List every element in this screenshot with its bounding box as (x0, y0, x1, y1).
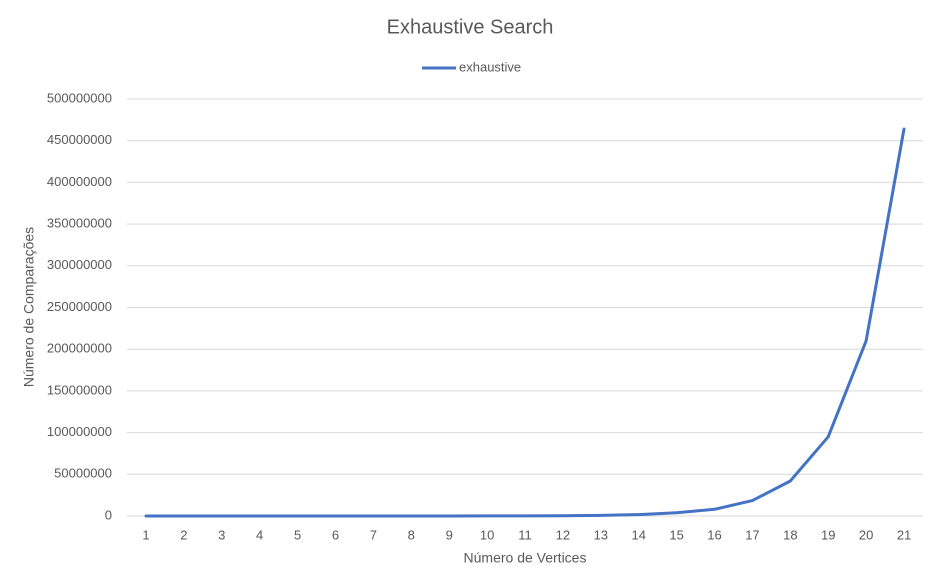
y-tick-label: 150000000 (47, 382, 112, 397)
x-tick-label: 10 (480, 527, 494, 542)
y-tick-label: 0 (105, 507, 112, 522)
y-tick-label: 400000000 (47, 174, 112, 189)
y-tick-label: 350000000 (47, 216, 112, 231)
x-tick-label: 16 (707, 527, 721, 542)
y-tick-label: 100000000 (47, 424, 112, 439)
y-axis-title: Número de Comparações (21, 227, 37, 387)
x-axis-title: Número de Vertices (464, 550, 587, 566)
y-tick-label: 50000000 (54, 466, 112, 481)
x-tick-label: 20 (859, 527, 873, 542)
x-tick-label: 17 (745, 527, 759, 542)
x-tick-label: 7 (370, 527, 377, 542)
y-tick-label: 450000000 (47, 132, 112, 147)
y-tick-label: 250000000 (47, 299, 112, 314)
x-tick-label: 3 (218, 527, 225, 542)
data-line (144, 127, 906, 518)
legend-label: exhaustive (459, 59, 521, 74)
x-tick-label: 4 (256, 527, 263, 542)
x-tick-label: 9 (446, 527, 453, 542)
x-tick-label: 6 (332, 527, 339, 542)
x-tick-label: 13 (594, 527, 608, 542)
x-tick-label: 8 (408, 527, 415, 542)
x-tick-label: 12 (556, 527, 570, 542)
x-tick-label: 1 (142, 527, 149, 542)
y-tick-label: 200000000 (47, 341, 112, 356)
x-tick-label: 18 (783, 527, 797, 542)
x-tick-label: 21 (897, 527, 911, 542)
x-tick-label: 11 (518, 527, 532, 542)
y-tick-label: 300000000 (47, 257, 112, 272)
x-tick-label: 19 (821, 527, 835, 542)
x-tick-label: 15 (669, 527, 683, 542)
x-tick-label: 5 (294, 527, 301, 542)
y-tick-label: 500000000 (47, 90, 112, 105)
x-tick-label: 2 (180, 527, 187, 542)
chart-title: Exhaustive Search (387, 16, 554, 38)
x-tick-label: 14 (631, 527, 645, 542)
